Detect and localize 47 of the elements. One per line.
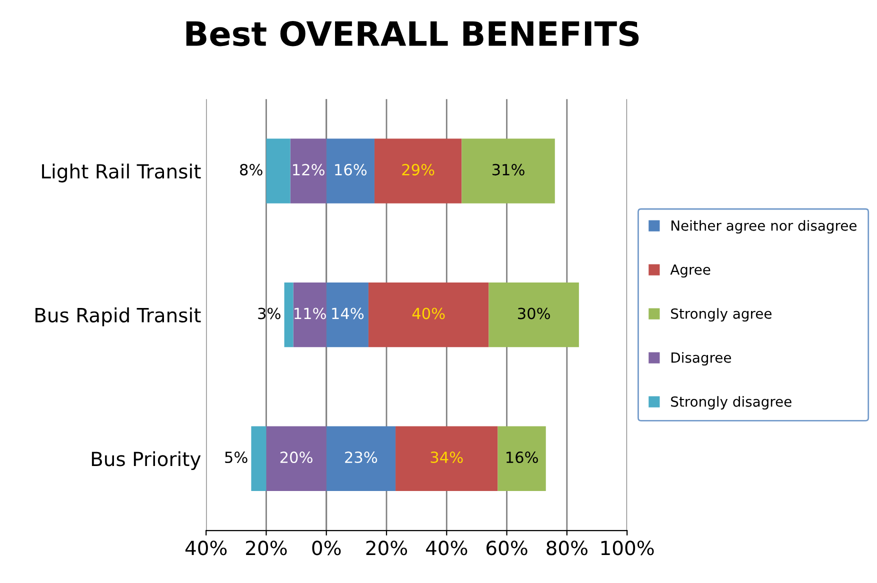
x-tick-label: 60% xyxy=(486,540,528,556)
data-label: 23% xyxy=(345,452,378,464)
x-tick-label: 0% xyxy=(312,540,341,556)
data-label: 11% xyxy=(294,308,326,320)
y-tick-label: Light Rail Transit xyxy=(42,164,201,182)
legend-label: Agree xyxy=(670,264,710,278)
legend-label: Strongly agree xyxy=(671,308,772,322)
legend-label: Disagree xyxy=(672,352,732,366)
data-label: 3% xyxy=(258,308,280,320)
bar xyxy=(462,138,555,204)
data-label: 16% xyxy=(335,164,367,176)
bar xyxy=(290,138,326,204)
data-label: 16% xyxy=(506,452,538,464)
bar xyxy=(498,426,546,491)
data-label: 8% xyxy=(240,164,262,176)
legend-label: Neither agree nor disagree xyxy=(672,220,857,234)
bar xyxy=(326,426,396,491)
x-tick-label: 40% xyxy=(185,540,227,556)
x-tick-label: 20% xyxy=(366,540,408,556)
bar xyxy=(266,426,326,491)
y-tick-label: Bus Priority xyxy=(92,451,201,470)
bar xyxy=(293,282,326,348)
data-label: 30% xyxy=(518,308,550,320)
bar xyxy=(284,282,294,348)
data-label: 31% xyxy=(492,164,524,176)
bar xyxy=(374,138,462,204)
x-tick-label: 80% xyxy=(546,540,588,556)
data-label: 20% xyxy=(280,452,312,464)
data-label: 29% xyxy=(402,164,434,176)
x-tick-label: 100% xyxy=(601,540,654,556)
data-label: 40% xyxy=(412,308,445,320)
data-label: 14% xyxy=(332,308,364,320)
x-tick-label: 20% xyxy=(246,540,287,556)
bar xyxy=(326,138,374,204)
data-label: 12% xyxy=(293,164,324,176)
bar xyxy=(488,282,579,348)
bar xyxy=(368,282,489,348)
x-tick-label: 40% xyxy=(426,540,468,556)
y-tick-label: Bus Rapid Transit xyxy=(36,307,201,326)
chart-title: Best OVERALL BENEFITS xyxy=(186,20,639,46)
data-label: 34% xyxy=(430,452,463,464)
data-label: 5% xyxy=(225,452,248,464)
bar xyxy=(251,426,266,491)
bar xyxy=(266,138,290,204)
legend-label: Strongly disagree xyxy=(671,396,792,410)
bar xyxy=(326,282,368,348)
bar xyxy=(396,426,498,491)
